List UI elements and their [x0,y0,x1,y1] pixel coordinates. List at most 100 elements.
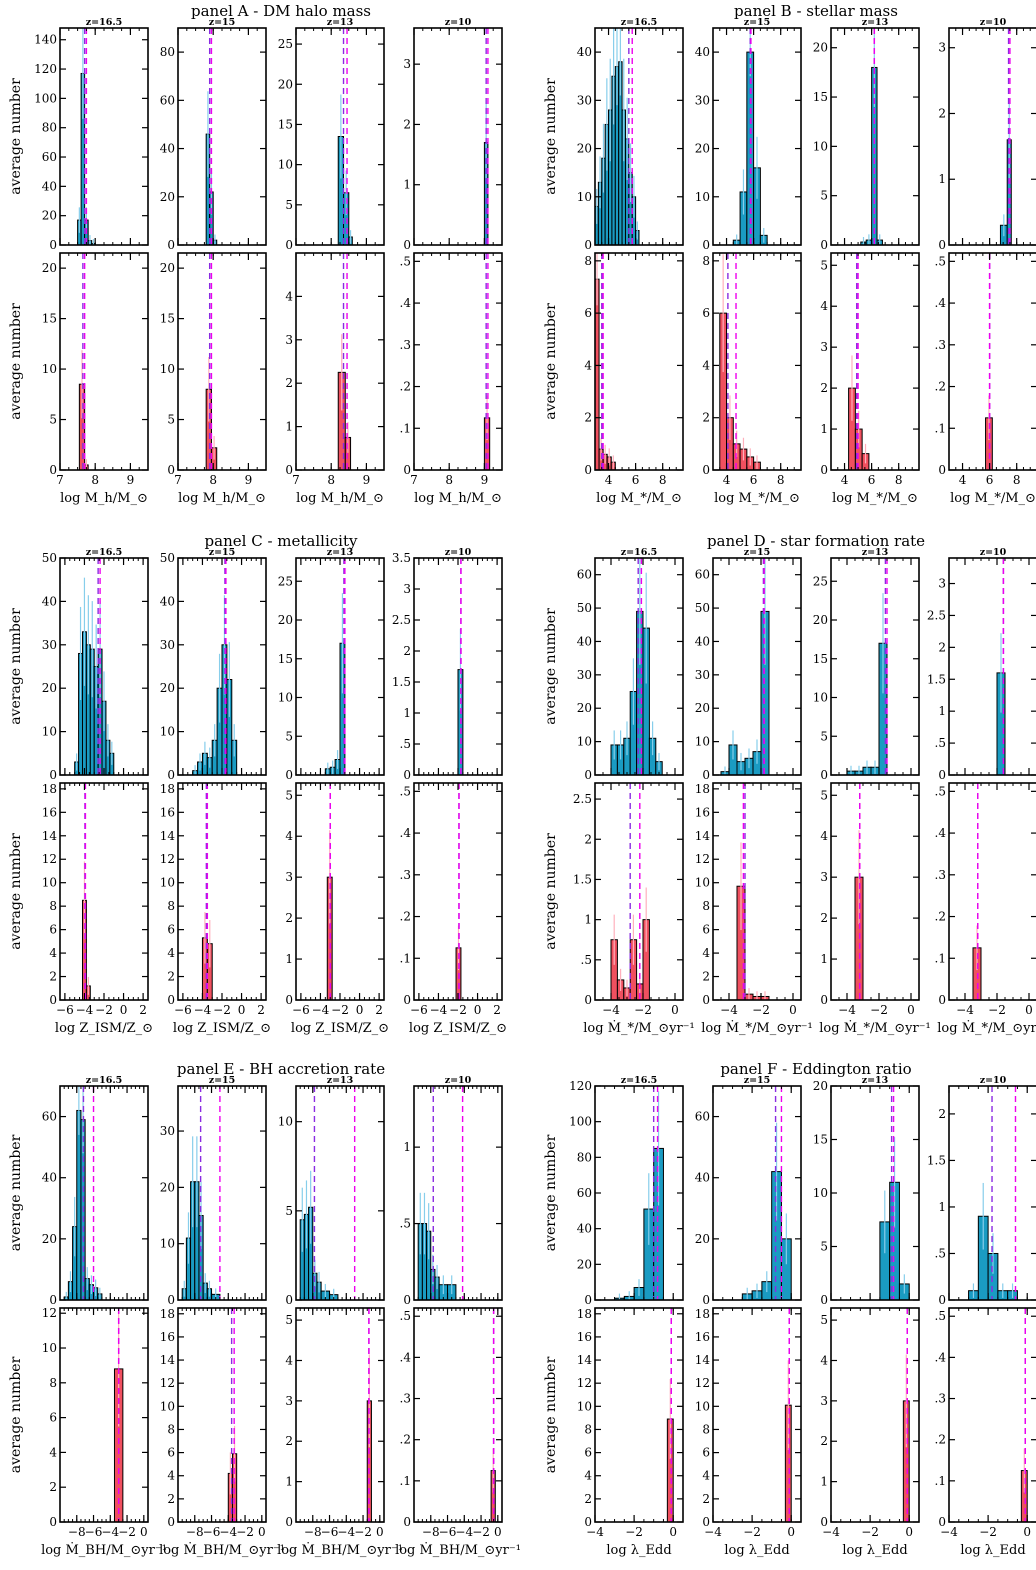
axes-frame [413,27,503,246]
subpanel-bottom-4: 0 .1 .2 .3 .4 .5 −4 −2 0 log Ṁ_*/M_⊙yr⁻¹ [935,782,1036,1036]
x-tick-label: 9 [481,473,489,487]
axes-frame [59,1307,149,1523]
axes-frame [177,27,267,246]
x-axis-label: log M_*/M_⊙ [596,491,682,506]
x-tick-label: 8 [445,473,453,487]
x-tick-label: −2 [354,1525,372,1539]
subpanel-top-4: 0 .5 1 1.5 2 2.5 3 3.5 z=10 [392,547,503,782]
y-axis-label: average number [8,608,24,725]
y-axis-label: average number [8,303,24,420]
y-tick-label: 20 [278,613,293,627]
y-tick-label: 8 [49,1376,57,1390]
y-tick-label: 20 [42,681,57,695]
x-tick-label: −2 [118,1525,136,1539]
y-tick-label: 1 [820,1475,828,1489]
y-tick-label: .5 [400,1309,411,1323]
x-axis-label: log λ_Edd [606,1543,671,1558]
redshift-label: z=16.5 [86,17,123,28]
y-tick-label: 10 [577,190,592,204]
y-tick-label: 1 [584,913,592,927]
x-tick-label: −4 [720,1003,738,1017]
y-tick-label: 2 [584,411,592,425]
y-tick-label: 8 [167,1422,175,1436]
panel-title: panel C - metallicity [205,532,358,550]
x-tick-label: 6 [632,473,640,487]
y-tick-label: 80 [160,45,175,59]
x-tick-label: −4 [101,1525,119,1539]
axes-frame [712,252,802,471]
axes-frame [948,1085,1036,1301]
y-tick-label: 4 [820,829,828,843]
y-tick-label: 6 [49,1411,57,1425]
redshift-label: z=10 [445,547,472,558]
panel-title: panel D - star formation rate [707,532,925,550]
subpanel-bottom-2: 0 2 4 6 8 10 12 14 16 18 −8 −6 −4 −2 0 log Ṁ_BH/M_⊙yr⁻¹ [159,1307,285,1558]
x-tick-label: 0 [258,1525,266,1539]
histogram-bar [76,1109,82,1301]
y-tick-label: 3 [938,41,946,55]
x-tick-label: −2 [752,1003,770,1017]
y-tick-label: 3 [820,1394,828,1408]
y-tick-label: 0 [938,768,946,782]
x-tick-label: −2 [472,1525,490,1539]
x-axis-label: log λ_Edd [960,1543,1025,1558]
axes-frame [59,782,149,1001]
y-tick-label: 15 [813,90,828,104]
x-axis-label: log Ṁ_BH/M_⊙yr⁻¹ [395,1541,521,1558]
y-tick-label: 4 [285,289,293,303]
y-tick-label: 0 [938,463,946,477]
subpanel-top-3: 0 5 10 15 20 z=13 [813,17,920,252]
y-tick-label: 0 [584,768,592,782]
y-tick-label: 2 [702,1492,710,1506]
y-axis-label: average number [543,303,559,420]
x-tick-label: −4 [838,1003,856,1017]
axes-frame [712,782,802,1001]
x-tick-label: 6 [750,473,758,487]
y-tick-label: .1 [935,1474,946,1488]
y-tick-label: 18 [160,1307,175,1321]
y-tick-label: 8 [702,254,710,268]
y-tick-label: 3 [820,340,828,354]
y-tick-label: .5 [935,1309,946,1323]
y-tick-label: 15 [813,652,828,666]
y-tick-label: 5 [285,788,293,802]
y-tick-label: 60 [42,1110,57,1124]
x-tick-label: 7 [410,473,418,487]
y-tick-label: 20 [695,701,710,715]
x-tick-label: −4 [822,1525,840,1539]
redshift-label: z=15 [744,17,771,28]
y-tick-label: 3 [820,870,828,884]
y-tick-label: 12 [695,1376,710,1390]
y-tick-label: 0 [820,768,828,782]
y-tick-label: 30 [695,93,710,107]
x-axis-label: log Ṁ_*/M_⊙yr⁻¹ [819,1019,930,1036]
x-tick-label: −4 [312,1003,330,1017]
y-tick-label: .3 [935,868,946,882]
y-tick-label: .1 [400,1474,411,1488]
x-axis-label: log Z_ISM/Z_⊙ [55,1021,153,1036]
x-tick-label: −8 [422,1525,440,1539]
subpanel-bottom-4: 0 .1 .2 .3 .4 .5 7 8 9 log M_h/M_⊙ [400,252,503,506]
y-tick-label: 2 [167,1492,175,1506]
y-tick-label: 0 [702,768,710,782]
axes-frame [830,1085,920,1301]
y-tick-label: .5 [400,737,411,751]
axes-frame [413,1085,503,1301]
y-tick-label: 12 [42,852,57,866]
x-tick-label: −2 [331,1003,349,1017]
y-tick-label: 30 [577,93,592,107]
axes-frame [59,252,149,471]
subpanel-top-1: 0 10 20 30 40 50 z=16.5 [42,547,149,782]
y-tick-label: 2 [702,411,710,425]
x-tick-label: −2 [870,1003,888,1017]
y-tick-label: 0 [403,993,411,1007]
x-tick-label: 9 [127,473,135,487]
panel-title: panel A - DM halo mass [191,2,371,20]
axes-frame [177,1085,267,1301]
axes-frame [594,1307,684,1523]
redshift-label: z=13 [862,547,889,558]
x-tick-label: −2 [625,1525,643,1539]
y-tick-label: 12 [160,1376,175,1390]
